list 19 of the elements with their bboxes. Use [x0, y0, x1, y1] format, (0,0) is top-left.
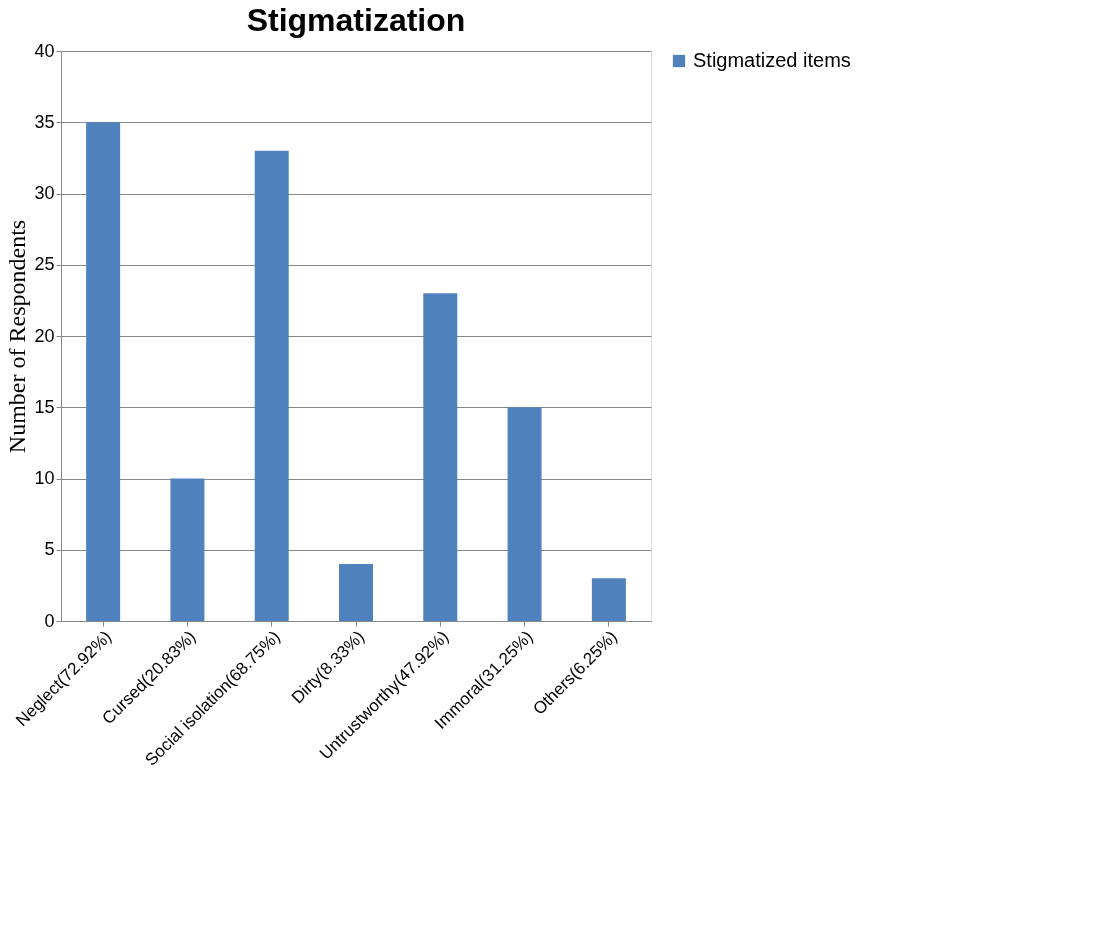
y-tick-label: 30 — [34, 183, 55, 203]
y-tick-label: 40 — [34, 40, 55, 61]
y-axis-title: Number of Respondents — [4, 219, 31, 454]
bar — [170, 478, 205, 621]
bar — [86, 122, 121, 621]
legend-label: Stigmatized items — [693, 49, 851, 71]
bar — [591, 578, 626, 621]
y-tick-label: 15 — [34, 396, 55, 417]
bar — [507, 407, 542, 621]
y-tick-label: 10 — [34, 468, 55, 488]
y-tick-label: 35 — [34, 111, 55, 132]
chart-title: Stigmatization — [246, 2, 466, 38]
bar — [423, 293, 458, 621]
y-tick-label: 20 — [34, 325, 55, 346]
y-tick-label: 0 — [44, 610, 55, 631]
y-tick-label: 5 — [44, 539, 55, 560]
y-tick-label: 25 — [34, 254, 55, 275]
bar — [339, 564, 373, 621]
bar — [254, 150, 289, 621]
